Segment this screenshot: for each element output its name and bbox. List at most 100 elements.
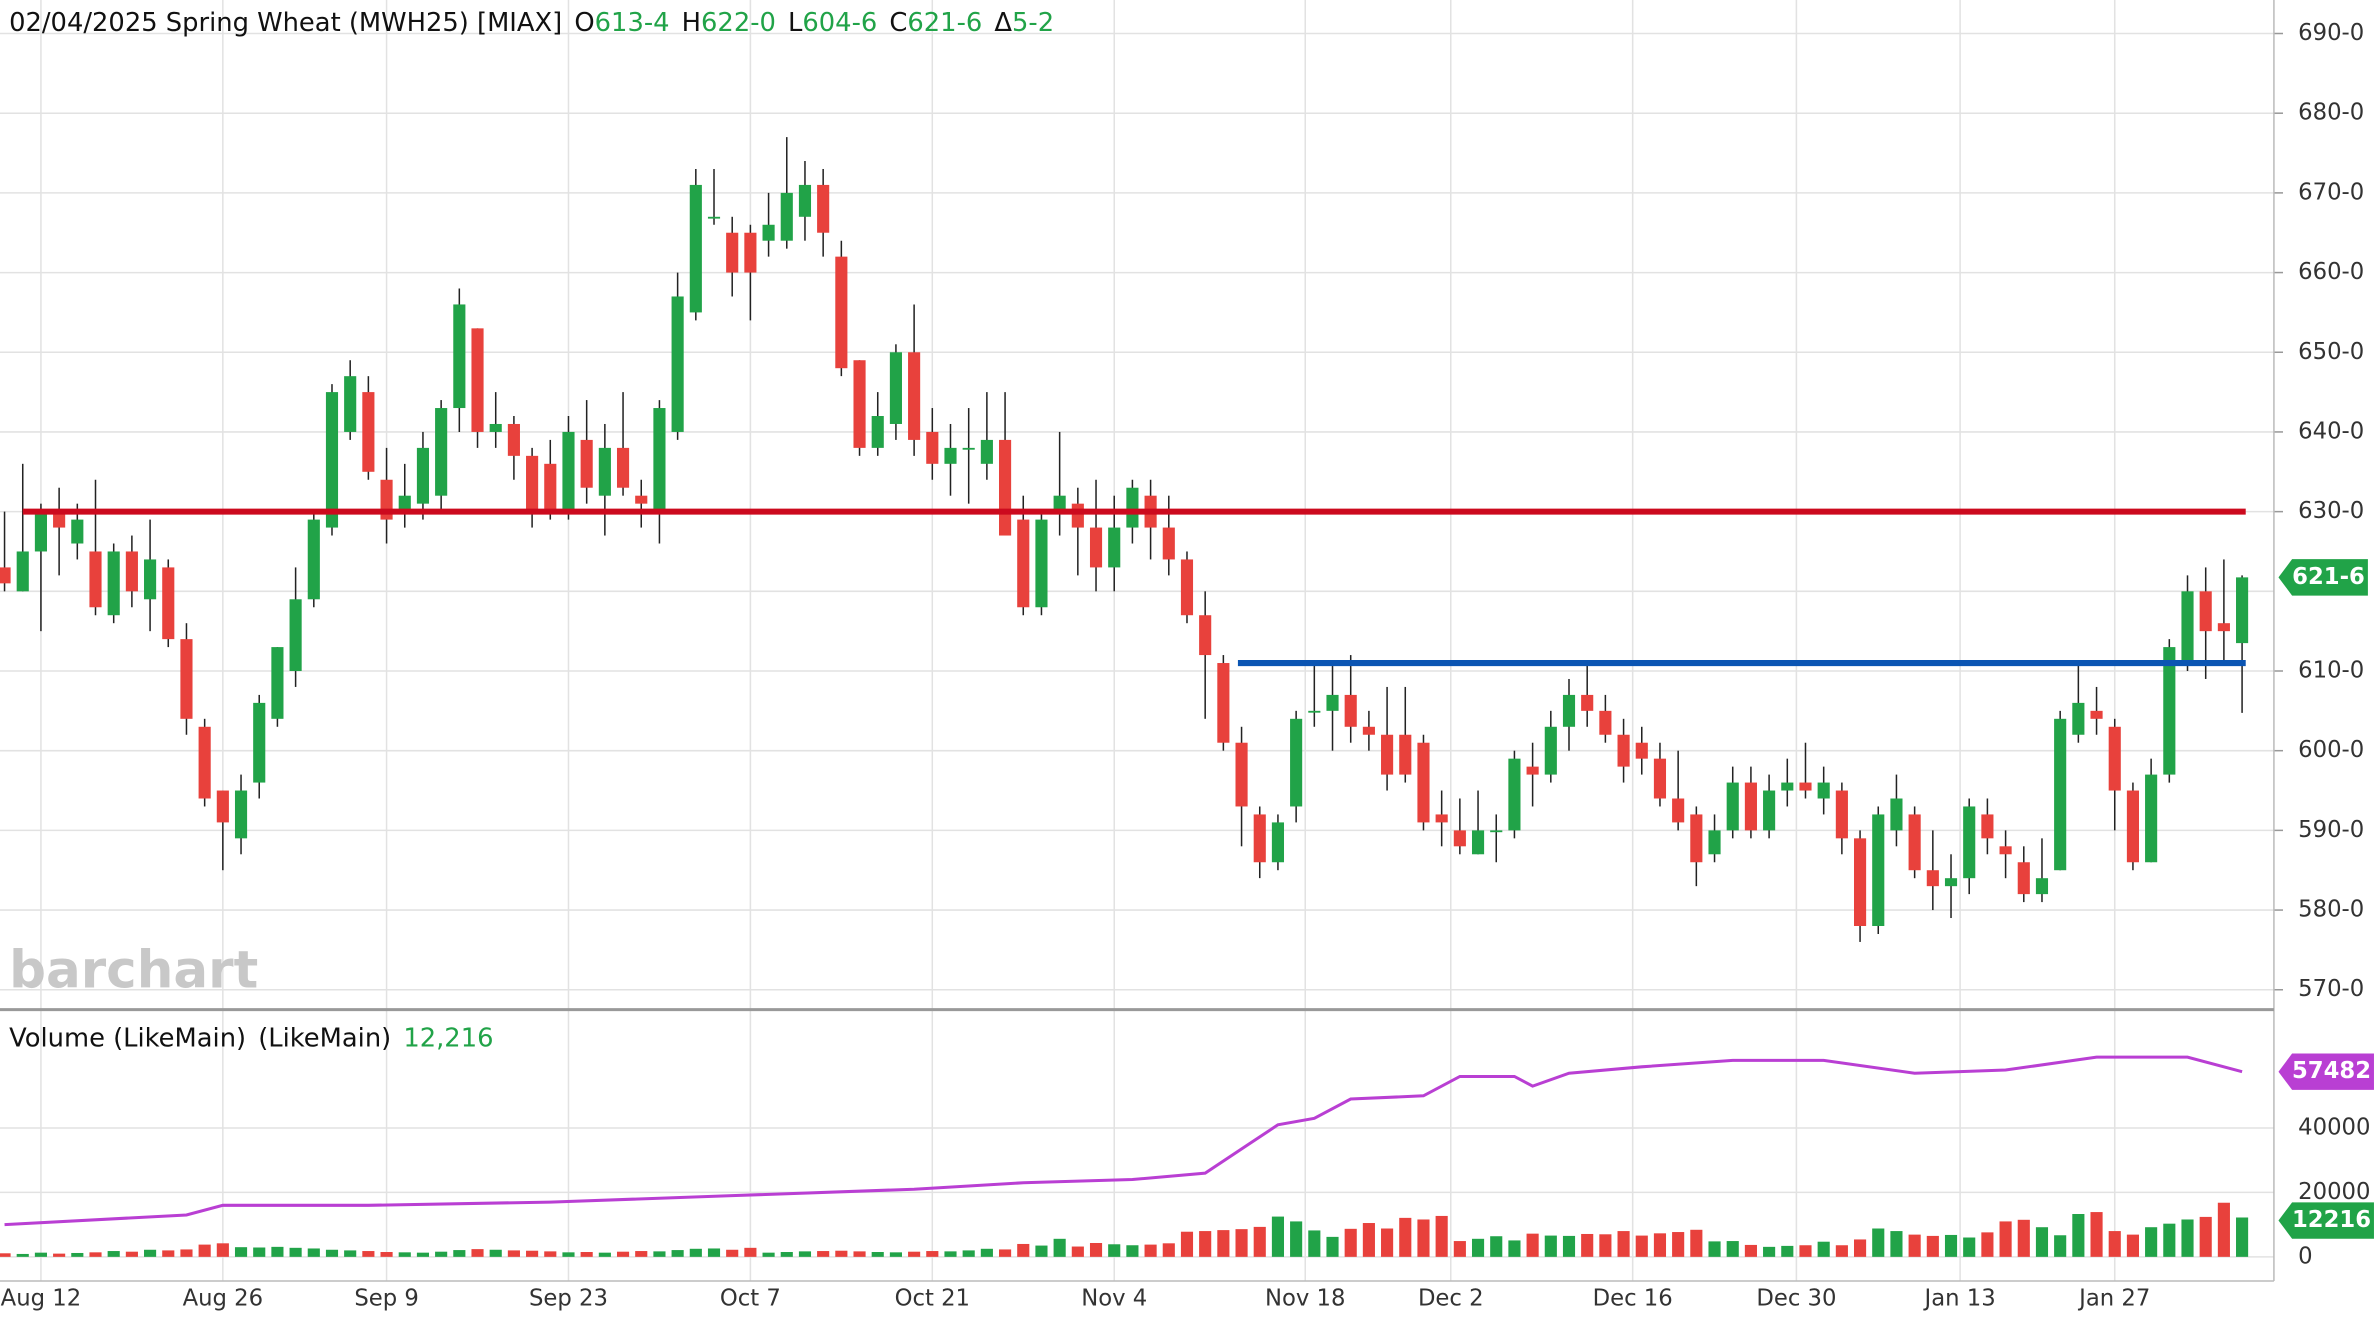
x-tick-label: Aug 26 bbox=[183, 1286, 264, 1312]
volume-tag-label: 12216 bbox=[2292, 1207, 2371, 1233]
candle-body bbox=[1763, 790, 1776, 831]
volume-bar bbox=[908, 1251, 921, 1257]
volume-bar bbox=[34, 1252, 47, 1257]
candle-body bbox=[2181, 591, 2194, 664]
y-tick-label: 670-0 bbox=[2298, 179, 2364, 205]
candle-body bbox=[1235, 742, 1248, 807]
volume-bar bbox=[16, 1253, 29, 1257]
candle-body bbox=[962, 447, 975, 450]
candle-body bbox=[107, 551, 120, 616]
candle-body bbox=[435, 408, 448, 496]
volume-bar bbox=[2217, 1202, 2230, 1257]
y-tick-label: 680-0 bbox=[2298, 100, 2364, 126]
volume-bar bbox=[216, 1243, 229, 1257]
volume-bar bbox=[144, 1249, 157, 1257]
volume-bar bbox=[1126, 1245, 1139, 1257]
volume-bar bbox=[780, 1252, 793, 1257]
volume-bar bbox=[107, 1251, 120, 1257]
volume-bar bbox=[1926, 1235, 1939, 1257]
candle-body bbox=[2199, 591, 2212, 632]
candle-body bbox=[598, 447, 611, 496]
ohlc-label: L bbox=[788, 7, 803, 37]
y-tick-label: 610-0 bbox=[2298, 658, 2364, 684]
candle-body bbox=[780, 192, 793, 241]
candle-body bbox=[1180, 559, 1194, 616]
candle-body bbox=[744, 232, 757, 273]
volume-bar bbox=[362, 1251, 375, 1257]
volume-bar bbox=[980, 1248, 993, 1257]
volume-bar bbox=[1435, 1215, 1448, 1257]
candle-body bbox=[1089, 527, 1103, 568]
candle-body bbox=[2108, 726, 2121, 791]
candle-body bbox=[1672, 798, 1685, 823]
volume-bar bbox=[2035, 1227, 2049, 1257]
volume-bar bbox=[1908, 1234, 1921, 1257]
candle-body bbox=[162, 567, 175, 640]
volume-bar bbox=[2090, 1212, 2103, 1257]
candle-body bbox=[416, 447, 430, 504]
candle-body bbox=[835, 256, 848, 369]
volume-bar bbox=[1690, 1229, 1703, 1257]
volume-bar bbox=[944, 1251, 957, 1257]
ohlc-label: Δ bbox=[994, 7, 1012, 37]
ohlc-label: O bbox=[574, 7, 594, 37]
volume-bar bbox=[671, 1250, 684, 1257]
candle-body bbox=[1471, 830, 1485, 855]
candle-body bbox=[562, 431, 575, 512]
y-tick-label: 40000 bbox=[2298, 1115, 2370, 1141]
y-tick-label: 20000 bbox=[2298, 1179, 2370, 1205]
volume-bar bbox=[999, 1249, 1012, 1257]
last-price-tag bbox=[2278, 559, 2368, 596]
candle-body bbox=[234, 790, 248, 839]
x-tick-label: Dec 16 bbox=[1593, 1286, 1673, 1312]
volume-bar bbox=[1672, 1232, 1685, 1257]
candle-body bbox=[544, 463, 557, 512]
candle-body bbox=[944, 447, 957, 464]
y-tick-label: 570-0 bbox=[2298, 976, 2364, 1002]
candle-body bbox=[271, 647, 284, 719]
volume-bar bbox=[234, 1247, 248, 1257]
candle-body bbox=[53, 511, 66, 528]
candle-body bbox=[453, 304, 466, 409]
x-tick-label: Sep 9 bbox=[354, 1286, 419, 1312]
candle-body bbox=[1308, 710, 1321, 713]
volume-bar bbox=[162, 1250, 175, 1257]
candle-body bbox=[398, 495, 411, 512]
x-tick-label: Nov 18 bbox=[1265, 1286, 1345, 1312]
x-tick-label: Dec 30 bbox=[1756, 1286, 1836, 1312]
volume-bar bbox=[1180, 1231, 1194, 1257]
candle-body bbox=[1599, 710, 1612, 735]
candle-body bbox=[1326, 694, 1339, 711]
x-tick-label: Oct 21 bbox=[895, 1286, 970, 1312]
candle-body bbox=[1617, 734, 1630, 767]
marks: 621-6 57482 12216 bbox=[0, 137, 2374, 1257]
candle-body bbox=[526, 455, 539, 512]
candle-body bbox=[1199, 615, 1212, 656]
candle-body bbox=[908, 352, 921, 440]
ma-tag-label: 57482 bbox=[2292, 1058, 2371, 1084]
volume-bar bbox=[1381, 1228, 1394, 1257]
candle-body bbox=[325, 392, 339, 528]
ma-name: (LikeMain) bbox=[258, 1023, 391, 1053]
candle-body bbox=[1399, 734, 1412, 775]
x-tick-label: Jan 27 bbox=[2077, 1286, 2150, 1312]
candle-body bbox=[1344, 694, 1357, 727]
y-tick-label: 600-0 bbox=[2298, 737, 2364, 763]
volume-bar bbox=[1781, 1245, 1794, 1257]
candle-body bbox=[707, 216, 721, 219]
volume-bar bbox=[71, 1252, 84, 1257]
candle-body bbox=[1253, 814, 1266, 863]
candle-body bbox=[580, 439, 593, 488]
volume-bar bbox=[1726, 1241, 1739, 1257]
volume-bar bbox=[526, 1250, 539, 1257]
volume-bar bbox=[416, 1252, 430, 1257]
volume-bar bbox=[1872, 1228, 1885, 1257]
volume-bar bbox=[325, 1249, 339, 1257]
volume-bar bbox=[635, 1251, 648, 1257]
candle-body bbox=[1708, 830, 1721, 855]
candle-body bbox=[1053, 495, 1066, 512]
candle-body bbox=[198, 726, 211, 799]
candle-body bbox=[1690, 814, 1703, 863]
candle-body bbox=[1362, 726, 1375, 735]
